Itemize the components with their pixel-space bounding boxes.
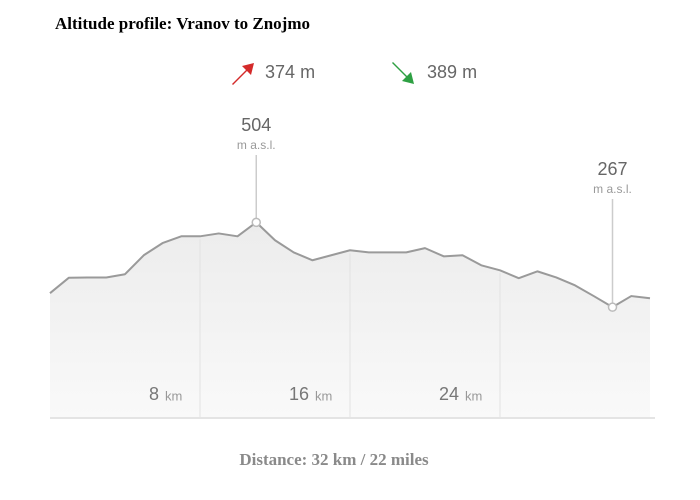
descent-value: 389 m <box>427 62 477 82</box>
area-line <box>49 221 651 309</box>
x-tick-unit: km <box>165 388 182 403</box>
point-marker <box>251 217 261 228</box>
ascent-number: 374 <box>265 62 295 82</box>
ascent-unit: m <box>300 62 315 82</box>
descent-number: 389 <box>427 62 457 82</box>
descent-icon <box>392 62 414 84</box>
point-unit-label: m a.s.l. <box>237 138 276 152</box>
x-tick-unit: km <box>315 388 332 403</box>
point-marker <box>607 302 618 312</box>
ascent-icon <box>232 63 254 85</box>
x-tick-label: 24 <box>439 384 459 404</box>
footer: Distance: 32 km / 22 miles <box>239 450 429 469</box>
chart-title: Altitude profile: Vranov to Znojmo <box>55 14 310 33</box>
point-unit-label: m a.s.l. <box>593 182 632 196</box>
point-value-label: 267 <box>597 159 627 179</box>
x-tick-unit: km <box>465 388 482 403</box>
descent: 389 m <box>392 62 477 84</box>
x-tick-label: 8 <box>149 384 159 404</box>
point-value-label: 504 <box>241 115 271 135</box>
ascent-value: 374 m <box>265 62 315 82</box>
descent-unit: m <box>462 62 477 82</box>
x-tick-label: 16 <box>289 384 309 404</box>
ascent: 374 m <box>232 62 315 85</box>
